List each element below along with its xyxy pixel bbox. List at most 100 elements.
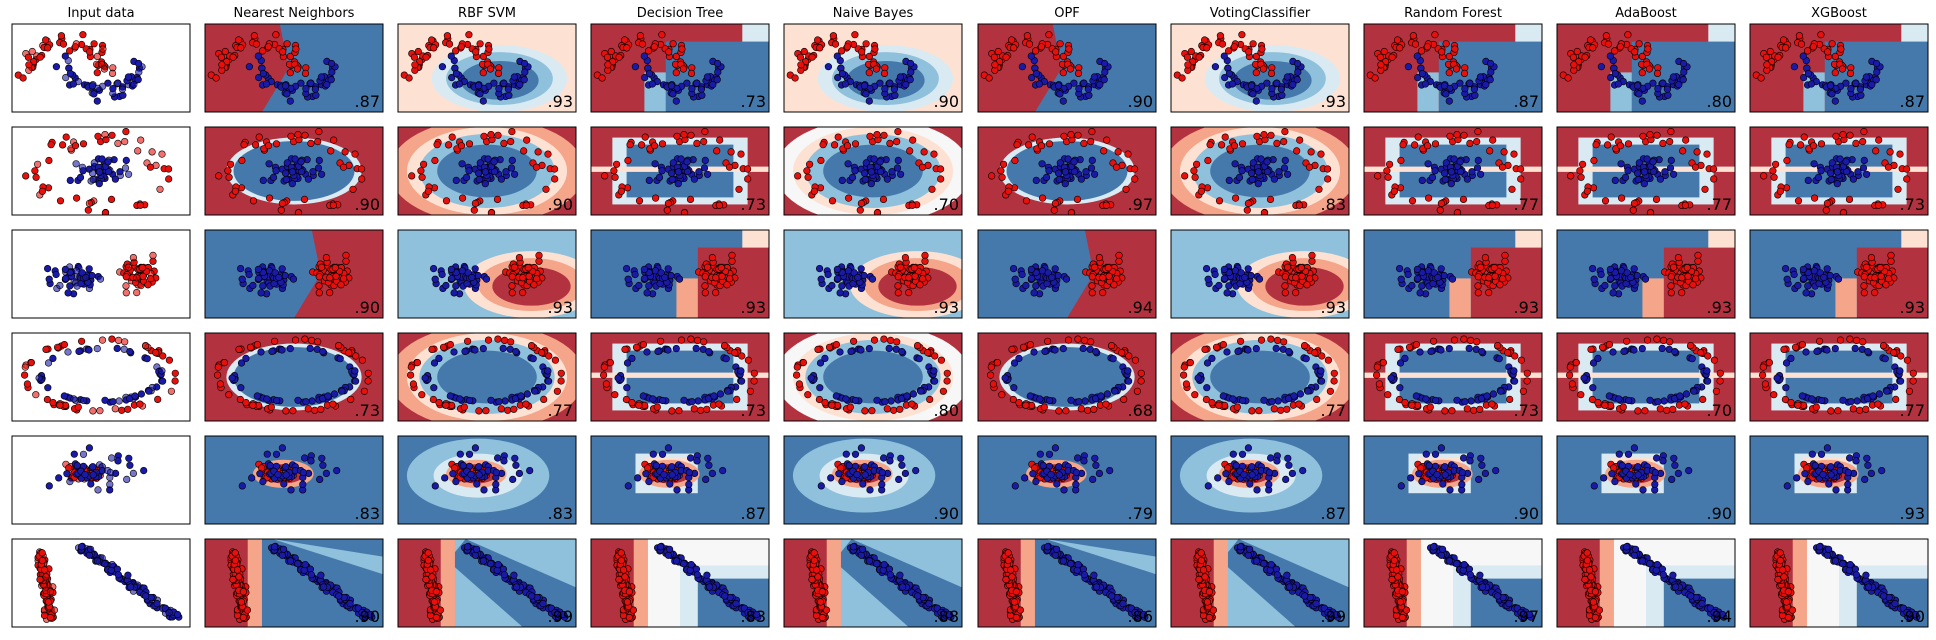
accuracy-score: .77 bbox=[548, 401, 573, 420]
point-blue bbox=[126, 461, 134, 469]
point-blue bbox=[297, 158, 305, 166]
point-blue bbox=[526, 467, 534, 475]
point-blue bbox=[158, 367, 166, 375]
point-blue bbox=[713, 59, 722, 68]
point-red bbox=[1592, 141, 1600, 149]
point-blue bbox=[1045, 167, 1053, 175]
point-blue bbox=[145, 387, 153, 395]
point-blue bbox=[1703, 367, 1711, 375]
point-blue bbox=[467, 471, 475, 479]
point-blue bbox=[1442, 159, 1450, 167]
point-blue bbox=[1427, 347, 1435, 356]
point-blue bbox=[1624, 167, 1632, 175]
point-red bbox=[1605, 341, 1613, 349]
point-red bbox=[1192, 160, 1201, 168]
point-red bbox=[1015, 399, 1023, 407]
point-red bbox=[991, 61, 999, 69]
point-blue bbox=[700, 164, 709, 172]
point-red bbox=[418, 391, 426, 399]
point-blue bbox=[623, 384, 631, 392]
point-red bbox=[1424, 194, 1433, 202]
point-red bbox=[791, 74, 799, 82]
point-blue bbox=[52, 63, 61, 71]
point-red bbox=[1050, 206, 1058, 214]
point-red bbox=[42, 345, 50, 354]
point-blue bbox=[640, 274, 649, 283]
point-blue bbox=[512, 461, 520, 469]
point-red bbox=[793, 363, 801, 371]
point-blue bbox=[1790, 270, 1798, 279]
point-blue bbox=[512, 348, 520, 356]
accuracy-score: .79 bbox=[1128, 504, 1153, 523]
point-blue bbox=[645, 282, 653, 290]
point-blue bbox=[624, 275, 632, 283]
point-blue bbox=[1032, 176, 1040, 184]
point-blue bbox=[1440, 169, 1449, 177]
point-red bbox=[1298, 272, 1306, 281]
point-blue bbox=[1109, 355, 1117, 363]
point-red bbox=[716, 136, 724, 144]
point-red bbox=[98, 336, 107, 344]
point-red bbox=[122, 128, 130, 136]
subplot-panel: .93 bbox=[1556, 229, 1736, 319]
point-blue bbox=[680, 396, 688, 404]
point-blue bbox=[1039, 461, 1047, 470]
point-blue bbox=[1597, 63, 1605, 71]
point-blue bbox=[291, 155, 299, 163]
point-red bbox=[926, 395, 934, 404]
point-blue bbox=[62, 73, 70, 82]
point-red bbox=[1659, 139, 1667, 147]
point-red bbox=[701, 282, 709, 290]
point-blue bbox=[660, 471, 668, 479]
point-blue bbox=[1808, 395, 1816, 403]
subplot-panel: .83 bbox=[397, 435, 577, 525]
point-blue bbox=[861, 471, 869, 479]
point-blue bbox=[1418, 176, 1426, 184]
point-red bbox=[893, 338, 901, 346]
point-blue bbox=[544, 377, 553, 385]
point-red bbox=[418, 173, 426, 181]
point-blue bbox=[841, 80, 850, 88]
point-blue bbox=[351, 367, 359, 375]
point-blue bbox=[693, 79, 701, 87]
point-blue bbox=[1486, 59, 1495, 68]
point-red bbox=[85, 199, 93, 207]
point-red bbox=[1594, 399, 1602, 407]
point-blue bbox=[466, 396, 474, 405]
point-red bbox=[314, 338, 322, 346]
point-red bbox=[331, 264, 339, 272]
point-blue bbox=[456, 450, 464, 458]
point-blue bbox=[1096, 80, 1104, 89]
point-blue bbox=[452, 282, 460, 290]
point-red bbox=[1191, 173, 1199, 181]
point-blue bbox=[1244, 444, 1252, 452]
point-red bbox=[750, 377, 758, 385]
point-red bbox=[238, 156, 246, 165]
point-red bbox=[1644, 45, 1652, 53]
point-blue bbox=[878, 480, 886, 489]
point-blue bbox=[645, 176, 653, 184]
point-blue bbox=[1032, 282, 1040, 290]
point-red bbox=[997, 167, 1005, 175]
point-blue bbox=[1249, 159, 1257, 167]
point-red bbox=[1431, 31, 1439, 39]
point-blue bbox=[1237, 269, 1245, 277]
point-blue bbox=[1442, 90, 1450, 98]
point-red bbox=[1090, 405, 1098, 413]
point-red bbox=[846, 403, 854, 411]
point-red bbox=[1133, 387, 1141, 395]
point-red bbox=[1373, 363, 1381, 371]
point-red bbox=[152, 349, 160, 357]
point-blue bbox=[106, 468, 114, 477]
subplot-panel: .93 bbox=[783, 229, 963, 319]
point-red bbox=[998, 391, 1006, 399]
point-red bbox=[1474, 128, 1482, 136]
point-red bbox=[607, 47, 615, 56]
point-red bbox=[1137, 377, 1145, 385]
point-red bbox=[214, 371, 222, 379]
point-red bbox=[165, 356, 173, 364]
point-red bbox=[1326, 387, 1334, 395]
subplot-panel: .87 bbox=[1749, 23, 1929, 113]
point-red bbox=[1281, 282, 1289, 290]
point-red bbox=[831, 40, 840, 48]
